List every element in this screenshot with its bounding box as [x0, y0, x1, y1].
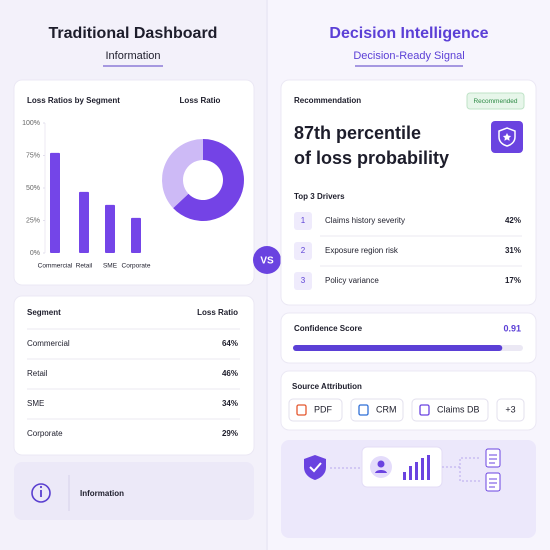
info-icon [39, 485, 43, 489]
cell: Corporate [27, 429, 63, 438]
chart-title: Loss Ratio [180, 96, 221, 105]
x-tick-label: Corporate [122, 263, 151, 270]
sources-label: Source Attribution [292, 382, 362, 391]
info-text: Information [80, 489, 124, 498]
mini-bar [415, 462, 418, 480]
rank-box [294, 242, 312, 260]
badge [466, 92, 525, 110]
chip [496, 398, 525, 422]
chip-icon [296, 404, 307, 416]
confidence-value: 0.91 [503, 323, 521, 333]
vs-text: VS [260, 256, 274, 267]
person-icon [377, 460, 385, 468]
bar [131, 217, 141, 253]
chip-label: CRM [376, 404, 397, 414]
recommendation-card [280, 79, 537, 306]
driver-value: 42% [505, 216, 521, 225]
confidence-fill [293, 345, 503, 351]
chip-icon [419, 404, 430, 416]
bar [50, 152, 60, 253]
rank-box [294, 272, 312, 290]
right-title: Decision Intelligence [329, 25, 488, 42]
driver-value: 31% [505, 246, 521, 255]
chip [411, 398, 489, 422]
y-tick-label: 25% [26, 217, 40, 224]
driver-label: Policy variance [325, 276, 379, 285]
chip-label: Claims DB [437, 404, 480, 414]
bar [79, 191, 89, 253]
bar [105, 204, 115, 253]
chart-title: Loss Ratios by Segment [27, 96, 120, 105]
y-tick-label: 100% [22, 120, 40, 127]
confidence-bar [293, 345, 503, 351]
y-tick-label: 75% [26, 152, 40, 159]
mini-bar [427, 455, 430, 480]
donut-segment [173, 139, 244, 221]
mini-bar [403, 472, 406, 480]
cell: 64% [222, 339, 238, 348]
confidence-card [280, 312, 537, 364]
y-tick-label: 50% [26, 185, 40, 192]
headline: of loss probability [294, 148, 449, 168]
mini-bar [421, 458, 424, 480]
info-icon [31, 483, 51, 503]
source-chips: PDF CRM Claims DB +3 [288, 398, 525, 422]
chart-card [13, 79, 255, 286]
signal-shield [304, 455, 326, 480]
vs-badge [253, 246, 281, 274]
driver-label: Exposure region risk [325, 246, 399, 255]
chip-label: PDF [314, 404, 333, 414]
shield-icon [498, 127, 516, 147]
cell: SME [27, 399, 44, 408]
signal-shield [309, 462, 322, 473]
cell: 29% [222, 429, 238, 438]
table-rows: Commercial 64% Retail 46% SME 34% Corporate 29% [27, 328, 240, 438]
donut-segment [161, 139, 203, 209]
connector [442, 457, 480, 482]
doc-icon [485, 448, 501, 468]
info-card [14, 462, 254, 520]
badge-text: Recommended [473, 98, 517, 105]
rank: 3 [301, 276, 306, 285]
driver-label: Claims history severity [325, 216, 405, 225]
signal-card [281, 440, 536, 538]
x-tick-label: Commercial [38, 263, 73, 270]
headline: 87th percentile [294, 123, 421, 143]
charts: Loss Ratios by Segment 0% 25% 50% 75% 100% Com… [22, 96, 244, 270]
person-icon [375, 470, 387, 473]
driver-value: 17% [505, 276, 521, 285]
cell: 34% [222, 399, 238, 408]
card-label: Recommendation [294, 96, 361, 105]
cell: 46% [222, 369, 238, 378]
table-header: Segment [27, 308, 61, 317]
table-header: Loss Ratio [197, 308, 238, 317]
drivers: 1 Claims history severity 42% 2 Exposure reg… [294, 212, 522, 290]
y-tick-label: 0% [30, 250, 40, 257]
shield-icon [502, 133, 512, 141]
doc-lines [489, 454, 497, 488]
chip-label: +3 [505, 404, 515, 414]
table-card [13, 295, 255, 456]
confidence-label: Confidence Score [294, 324, 363, 333]
right-subtitle: Decision-Ready Signal [353, 50, 464, 62]
rank: 1 [301, 216, 306, 225]
cell: Commercial [27, 339, 70, 348]
left-title: Traditional Dashboard [49, 25, 218, 42]
doc-icon [485, 472, 501, 492]
chip-icon [358, 404, 369, 416]
rank-box [294, 212, 312, 230]
left-subtitle: Information [105, 50, 160, 62]
mini-bar [409, 466, 412, 480]
x-tick-label: Retail [76, 263, 93, 270]
x-tick-label: SME [103, 263, 118, 270]
rank: 2 [301, 246, 306, 255]
cell: Retail [27, 369, 48, 378]
drivers-title: Top 3 Drivers [294, 192, 345, 201]
